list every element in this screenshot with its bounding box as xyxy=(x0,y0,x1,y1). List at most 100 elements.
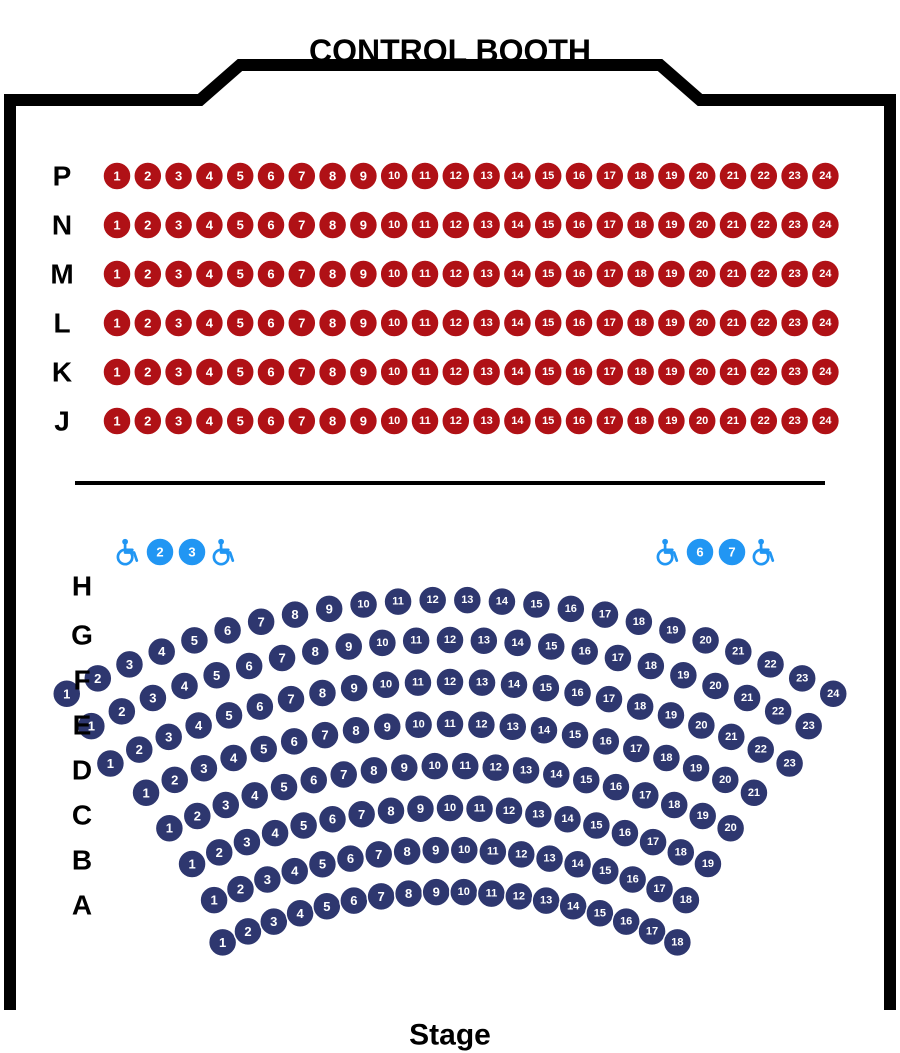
seat-M-21[interactable]: 21 xyxy=(719,260,747,288)
seat-D-17[interactable]: 17 xyxy=(631,781,659,809)
seat-M-10[interactable]: 10 xyxy=(380,260,408,288)
seat-P-11[interactable]: 11 xyxy=(411,162,439,190)
seat-G-4[interactable]: 4 xyxy=(171,672,199,700)
seat-P-7[interactable]: 7 xyxy=(288,162,316,190)
seat-B-8[interactable]: 8 xyxy=(393,838,421,866)
seat-B-2[interactable]: 2 xyxy=(226,875,254,903)
seat-J-3[interactable]: 3 xyxy=(165,407,193,435)
seat-B-5[interactable]: 5 xyxy=(308,850,336,878)
seat-J-18[interactable]: 18 xyxy=(627,407,655,435)
seat-M-11[interactable]: 11 xyxy=(411,260,439,288)
seat-H-15[interactable]: 15 xyxy=(522,591,550,619)
seat-L-20[interactable]: 20 xyxy=(688,309,716,337)
seat-D-12[interactable]: 12 xyxy=(482,754,510,782)
seat-J-1[interactable]: 1 xyxy=(103,407,131,435)
seat-B-10[interactable]: 10 xyxy=(450,836,478,864)
seat-A-14[interactable]: 14 xyxy=(559,892,587,920)
seat-K-18[interactable]: 18 xyxy=(627,358,655,386)
seat-L-24[interactable]: 24 xyxy=(811,309,839,337)
seat-B-16[interactable]: 16 xyxy=(619,866,647,894)
seat-N-4[interactable]: 4 xyxy=(195,211,223,239)
seat-N-6[interactable]: 6 xyxy=(257,211,285,239)
seat-P-4[interactable]: 4 xyxy=(195,162,223,190)
seat-B-18[interactable]: 18 xyxy=(672,886,700,914)
seat-L-1[interactable]: 1 xyxy=(103,309,131,337)
seat-E-16[interactable]: 16 xyxy=(592,727,620,755)
seat-M-23[interactable]: 23 xyxy=(781,260,809,288)
seat-L-23[interactable]: 23 xyxy=(781,309,809,337)
seat-H-21[interactable]: 21 xyxy=(724,638,752,666)
seat-E-8[interactable]: 8 xyxy=(342,716,370,744)
seat-E-21[interactable]: 21 xyxy=(740,779,768,807)
seat-L-5[interactable]: 5 xyxy=(226,309,254,337)
seat-E-5[interactable]: 5 xyxy=(250,735,278,763)
seat-J-7[interactable]: 7 xyxy=(288,407,316,435)
seat-A-13[interactable]: 13 xyxy=(532,887,560,915)
seat-G-2[interactable]: 2 xyxy=(108,697,136,725)
seat-F-18[interactable]: 18 xyxy=(626,693,654,721)
seat-N-11[interactable]: 11 xyxy=(411,211,439,239)
seat-A-4[interactable]: 4 xyxy=(286,899,314,927)
seat-F-6[interactable]: 6 xyxy=(246,693,274,721)
seat-N-18[interactable]: 18 xyxy=(627,211,655,239)
seat-B-6[interactable]: 6 xyxy=(336,845,364,873)
seat-P-12[interactable]: 12 xyxy=(442,162,470,190)
seat-M-20[interactable]: 20 xyxy=(688,260,716,288)
seat-N-12[interactable]: 12 xyxy=(442,211,470,239)
seat-F-17[interactable]: 17 xyxy=(595,685,623,713)
seat-F-14[interactable]: 14 xyxy=(500,671,528,699)
seat-H-19[interactable]: 19 xyxy=(658,616,686,644)
seat-E-10[interactable]: 10 xyxy=(405,711,433,739)
seat-C-14[interactable]: 14 xyxy=(553,805,581,833)
seat-D-19[interactable]: 19 xyxy=(689,802,717,830)
seat-L-6[interactable]: 6 xyxy=(257,309,285,337)
seat-K-12[interactable]: 12 xyxy=(442,358,470,386)
seat-P-19[interactable]: 19 xyxy=(657,162,685,190)
seat-M-4[interactable]: 4 xyxy=(195,260,223,288)
seat-B-13[interactable]: 13 xyxy=(536,845,564,873)
seat-K-24[interactable]: 24 xyxy=(811,358,839,386)
seat-N-5[interactable]: 5 xyxy=(226,211,254,239)
seat-A-11[interactable]: 11 xyxy=(477,880,505,908)
seat-M-9[interactable]: 9 xyxy=(349,260,377,288)
seat-N-20[interactable]: 20 xyxy=(688,211,716,239)
seat-K-11[interactable]: 11 xyxy=(411,358,439,386)
seat-M-13[interactable]: 13 xyxy=(473,260,501,288)
seat-P-22[interactable]: 22 xyxy=(750,162,778,190)
seat-E-18[interactable]: 18 xyxy=(652,744,680,772)
seat-F-8[interactable]: 8 xyxy=(308,679,336,707)
seat-L-7[interactable]: 7 xyxy=(288,309,316,337)
seat-F-19[interactable]: 19 xyxy=(657,701,685,729)
seat-P-3[interactable]: 3 xyxy=(165,162,193,190)
seat-A-7[interactable]: 7 xyxy=(367,882,395,910)
seat-K-15[interactable]: 15 xyxy=(534,358,562,386)
seat-C-4[interactable]: 4 xyxy=(261,819,289,847)
seat-P-13[interactable]: 13 xyxy=(473,162,501,190)
seat-H-4[interactable]: 4 xyxy=(148,638,176,666)
seat-P-14[interactable]: 14 xyxy=(503,162,531,190)
seat-E-2[interactable]: 2 xyxy=(161,766,189,794)
seat-E-3[interactable]: 3 xyxy=(190,754,218,782)
seat-K-19[interactable]: 19 xyxy=(657,358,685,386)
seat-H-3[interactable]: 3 xyxy=(115,650,143,678)
seat-M-2[interactable]: 2 xyxy=(134,260,162,288)
seat-H-6[interactable]: 6 xyxy=(214,616,242,644)
seat-K-13[interactable]: 13 xyxy=(473,358,501,386)
seat-J-9[interactable]: 9 xyxy=(349,407,377,435)
seat-E-7[interactable]: 7 xyxy=(311,721,339,749)
seat-L-16[interactable]: 16 xyxy=(565,309,593,337)
seat-L-12[interactable]: 12 xyxy=(442,309,470,337)
seat-N-17[interactable]: 17 xyxy=(596,211,624,239)
seat-J-2[interactable]: 2 xyxy=(134,407,162,435)
seat-H-14[interactable]: 14 xyxy=(488,588,516,616)
seat-G-3[interactable]: 3 xyxy=(139,684,167,712)
seat-K-16[interactable]: 16 xyxy=(565,358,593,386)
seat-D-15[interactable]: 15 xyxy=(572,766,600,794)
seat-J-8[interactable]: 8 xyxy=(319,407,347,435)
seat-N-22[interactable]: 22 xyxy=(750,211,778,239)
seat-B-12[interactable]: 12 xyxy=(507,840,535,868)
seat-K-14[interactable]: 14 xyxy=(503,358,531,386)
seat-H-11[interactable]: 11 xyxy=(384,588,412,616)
seat-F-10[interactable]: 10 xyxy=(372,671,400,699)
seat-D-5[interactable]: 5 xyxy=(270,773,298,801)
